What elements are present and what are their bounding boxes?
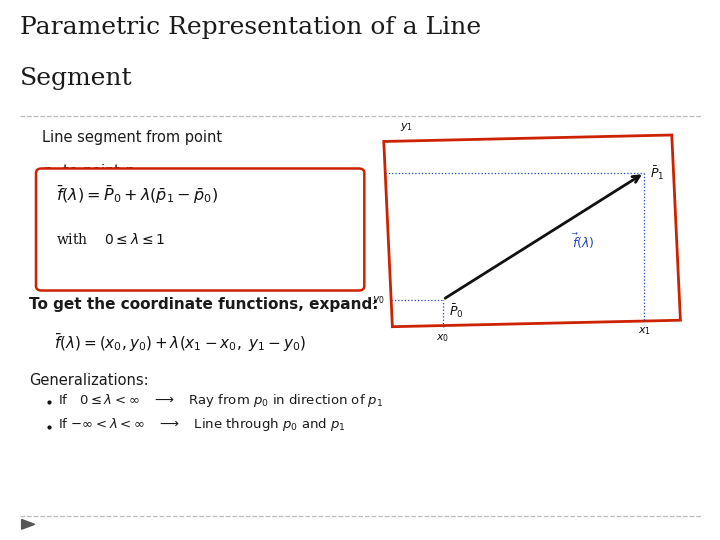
- Text: $x_0$: $x_0$: [436, 332, 449, 344]
- Text: $\bar{f}(\lambda) = \bar{P}_0 + \lambda(\bar{p}_1 - \bar{p}_0)$: $\bar{f}(\lambda) = \bar{P}_0 + \lambda(…: [56, 184, 218, 206]
- Text: $\bar{P}_1$: $\bar{P}_1$: [650, 164, 665, 181]
- Text: $x_1$: $x_1$: [638, 326, 651, 338]
- Text: $p_0$ to point $p_1$:: $p_0$ to point $p_1$:: [42, 162, 145, 181]
- Text: $\bar{P}_0$: $\bar{P}_0$: [449, 302, 463, 320]
- Polygon shape: [384, 135, 680, 327]
- Text: Segment: Segment: [20, 68, 132, 91]
- Text: If $-\infty < \lambda < \infty$   $\longrightarrow$   Line through $p_0$ and $p_: If $-\infty < \lambda < \infty$ $\longri…: [58, 416, 345, 434]
- Text: Line segment from point: Line segment from point: [42, 130, 222, 145]
- Polygon shape: [22, 519, 35, 529]
- FancyBboxPatch shape: [36, 168, 364, 291]
- Text: If   $0 \leq \lambda < \infty$   $\longrightarrow$   Ray from $p_0$ in direction: If $0 \leq \lambda < \infty$ $\longright…: [58, 392, 383, 409]
- Text: with    $0 \leq \lambda \leq 1$: with $0 \leq \lambda \leq 1$: [56, 232, 166, 247]
- Text: Parametric Representation of a Line: Parametric Representation of a Line: [20, 16, 481, 39]
- Text: To get the coordinate functions, expand:: To get the coordinate functions, expand:: [29, 297, 378, 312]
- Text: Generalizations:: Generalizations:: [29, 373, 148, 388]
- Text: $\bar{f}(\lambda) = (x_0, y_0) + \lambda(x_1 - x_0,\; y_1 - y_0)$: $\bar{f}(\lambda) = (x_0, y_0) + \lambda…: [54, 332, 306, 354]
- Text: $y_0$: $y_0$: [372, 294, 385, 306]
- Text: $\vec{f}(\lambda)$: $\vec{f}(\lambda)$: [572, 232, 595, 251]
- Text: $y_1$: $y_1$: [400, 122, 413, 133]
